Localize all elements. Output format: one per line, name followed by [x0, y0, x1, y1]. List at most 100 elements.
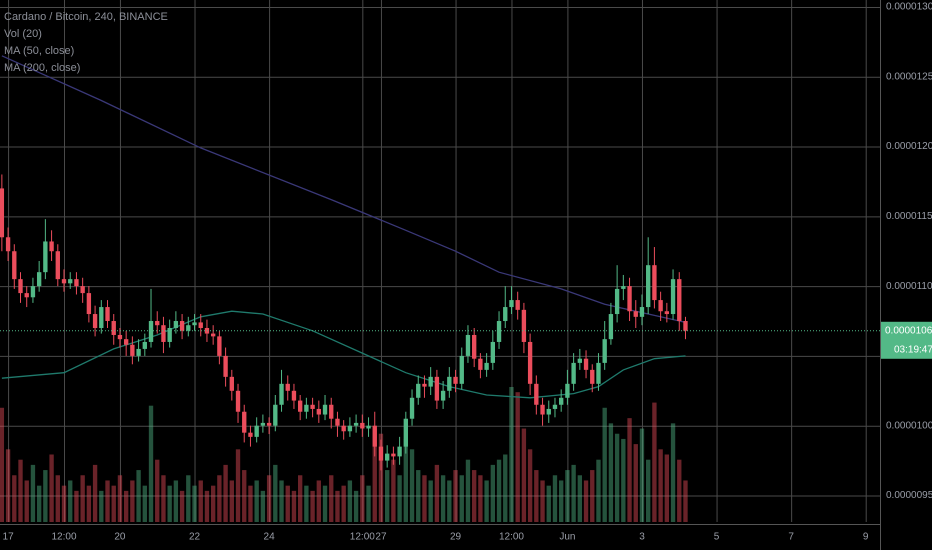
candle-body — [260, 422, 266, 426]
volume-bar — [279, 480, 284, 522]
candle-body — [627, 286, 632, 312]
volume-bar — [378, 433, 384, 522]
volume-bar — [372, 428, 377, 522]
x-tick-label: 24 — [264, 532, 276, 543]
volume-bar — [546, 485, 551, 522]
candle-body — [254, 425, 259, 437]
candle-body — [55, 251, 60, 280]
candle-body — [24, 293, 29, 298]
candle-body — [329, 404, 334, 419]
candle-body — [49, 241, 54, 252]
x-tick-label: 12:00 — [350, 532, 375, 543]
volume-bar — [658, 449, 663, 522]
candle-body — [366, 425, 371, 429]
volume-bar — [316, 480, 321, 522]
candle-body — [235, 390, 241, 412]
candle-body — [378, 446, 384, 461]
volume-bar — [534, 470, 539, 522]
volume-bar — [565, 470, 570, 522]
volume-bar — [509, 387, 514, 522]
volume-bar — [136, 470, 141, 522]
candle-body — [527, 341, 533, 384]
candle-body — [453, 376, 458, 384]
candle-body — [297, 400, 303, 412]
candle-body — [422, 383, 427, 387]
candle-body — [279, 383, 284, 405]
candle-body — [534, 383, 539, 405]
candle-body — [30, 286, 36, 298]
volume-bar — [366, 485, 371, 522]
volume-bar — [0, 407, 5, 522]
volume-bar — [652, 402, 657, 522]
volume-bar — [527, 449, 533, 522]
legend: Cardano / Bitcoin, 240, BINANCE Vol (20) M… — [4, 11, 168, 74]
volume-bar — [167, 485, 172, 522]
candle-body — [223, 355, 228, 377]
candle-body — [36, 272, 42, 287]
candle-body — [248, 432, 253, 437]
candle-body — [210, 333, 216, 337]
volume-bar — [74, 490, 79, 522]
volume-bar — [683, 480, 688, 522]
candle-body — [546, 408, 551, 415]
candle-body — [285, 383, 290, 391]
candle-body — [391, 453, 396, 457]
volume-bar — [552, 475, 558, 522]
y-tick-label: 0.00001300 — [886, 2, 932, 13]
volume-bar — [596, 459, 601, 522]
volume-bar — [353, 490, 359, 522]
candle-body — [360, 422, 365, 429]
volume-bar — [155, 459, 160, 522]
volume-bar — [515, 392, 520, 522]
volume-bar — [484, 480, 489, 522]
volume-bar — [285, 485, 290, 522]
volume-bar — [297, 475, 303, 522]
candle-body — [173, 321, 179, 328]
volume-bar — [24, 480, 29, 522]
candle-body — [490, 341, 495, 363]
volume-bar — [440, 475, 446, 522]
candle-body — [385, 453, 390, 461]
volume-bar — [248, 485, 253, 522]
volume-bar — [347, 480, 353, 522]
volume-bar — [397, 475, 402, 522]
candle-body — [571, 362, 576, 384]
candle-body — [559, 397, 564, 405]
candle-body — [192, 322, 197, 326]
volume-bar — [43, 470, 48, 522]
x-tick-label: 17 — [3, 532, 15, 543]
candle-body — [602, 339, 607, 363]
candle-body — [540, 404, 545, 415]
candle-body — [217, 336, 222, 356]
candle-body — [18, 279, 23, 294]
volume-bar — [434, 464, 440, 522]
candle-body — [428, 376, 433, 387]
volume-bar — [478, 475, 483, 522]
volume-bar — [608, 423, 614, 522]
volume-bar — [55, 475, 60, 522]
candle-body — [61, 279, 67, 284]
volume-bar — [5, 449, 11, 522]
candle-body — [347, 425, 353, 432]
candle-body — [266, 422, 272, 426]
volume-bar — [639, 428, 645, 522]
volume-bar — [322, 485, 328, 522]
volume-bar — [105, 480, 110, 522]
volume-bar — [633, 444, 638, 522]
candle-body — [142, 341, 147, 349]
volume-bar — [521, 428, 527, 522]
volume-bar — [30, 464, 36, 522]
volume-bar — [242, 470, 247, 522]
x-tick-label: 20 — [114, 532, 126, 543]
candle-body — [99, 307, 104, 328]
candle-body — [161, 325, 166, 342]
last-price-box — [881, 321, 932, 359]
candle-body — [434, 376, 440, 401]
candle-body — [68, 279, 73, 284]
volume-bar — [111, 485, 116, 522]
volume-bar — [416, 470, 421, 522]
candle-body — [123, 339, 129, 345]
